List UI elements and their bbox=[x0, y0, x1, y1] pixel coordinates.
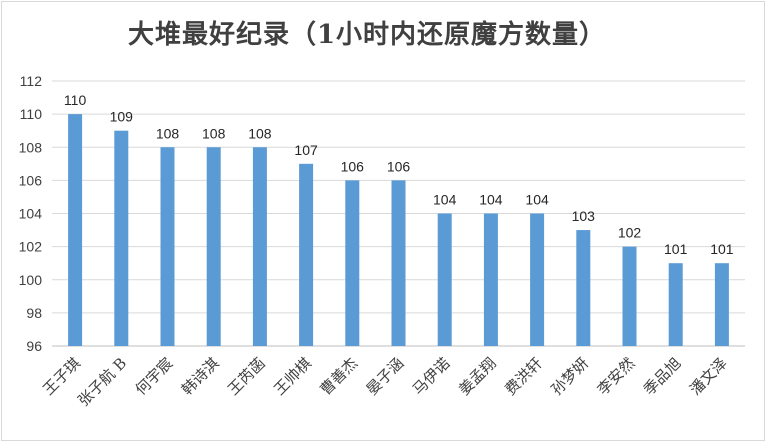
bar bbox=[345, 180, 360, 346]
x-category-label: 曹善杰 bbox=[317, 354, 362, 399]
x-category-label: 王芮菡 bbox=[224, 354, 269, 399]
bar bbox=[483, 213, 498, 346]
x-category-label: 李安然 bbox=[594, 354, 639, 399]
y-tick-label: 96 bbox=[26, 338, 42, 354]
data-label: 110 bbox=[64, 92, 87, 108]
bar bbox=[299, 163, 314, 346]
y-tick-label: 102 bbox=[19, 239, 43, 255]
y-tick-label: 112 bbox=[20, 73, 43, 89]
y-tick-label: 108 bbox=[19, 139, 43, 155]
x-category-label: 韩诗淇 bbox=[178, 354, 223, 399]
data-label: 104 bbox=[433, 192, 457, 208]
bar bbox=[391, 180, 406, 346]
x-category-label: 何宇宸 bbox=[132, 354, 177, 399]
x-category-label: 潘文泽 bbox=[686, 354, 731, 399]
bar bbox=[252, 147, 267, 346]
data-label: 102 bbox=[618, 225, 642, 241]
y-tick-label: 100 bbox=[19, 272, 43, 288]
x-category-label: 王子琪 bbox=[39, 354, 84, 399]
y-tick-label: 106 bbox=[19, 172, 43, 188]
bar bbox=[68, 114, 83, 346]
data-label: 109 bbox=[110, 109, 134, 125]
data-label: 106 bbox=[341, 158, 365, 174]
bar bbox=[160, 147, 175, 346]
bar bbox=[437, 213, 452, 346]
x-category-label: 孙梦妍 bbox=[548, 354, 593, 399]
data-label: 108 bbox=[248, 125, 272, 141]
x-category-label: 费洪轩 bbox=[501, 354, 546, 399]
data-label: 106 bbox=[387, 158, 411, 174]
data-label: 101 bbox=[710, 241, 734, 257]
y-tick-label: 104 bbox=[19, 206, 43, 222]
x-category-label: 季品旭 bbox=[640, 354, 685, 399]
data-label: 104 bbox=[479, 192, 503, 208]
bar bbox=[668, 263, 683, 346]
x-category-label: 晏子涵 bbox=[363, 354, 408, 399]
bar bbox=[530, 213, 545, 346]
bar bbox=[114, 130, 129, 346]
bar bbox=[576, 230, 591, 346]
data-label: 108 bbox=[202, 125, 226, 141]
chart-title: 大堆最好纪录（1小时内还原魔方数量） bbox=[127, 20, 607, 50]
data-label: 103 bbox=[572, 208, 596, 224]
data-label: 104 bbox=[525, 192, 549, 208]
data-label: 107 bbox=[294, 142, 318, 158]
x-category-label: 姜孟翔 bbox=[455, 354, 500, 399]
bar bbox=[714, 263, 729, 346]
bar bbox=[622, 246, 637, 346]
y-tick-label: 110 bbox=[20, 106, 43, 122]
y-tick-label: 98 bbox=[26, 305, 42, 321]
data-label: 101 bbox=[664, 241, 688, 257]
x-category-label: 张子航 B bbox=[74, 354, 130, 410]
data-label: 108 bbox=[156, 125, 180, 141]
x-category-label: 王帅棋 bbox=[270, 354, 315, 399]
x-category-label: 马伊诺 bbox=[409, 354, 454, 399]
bar bbox=[206, 147, 221, 346]
